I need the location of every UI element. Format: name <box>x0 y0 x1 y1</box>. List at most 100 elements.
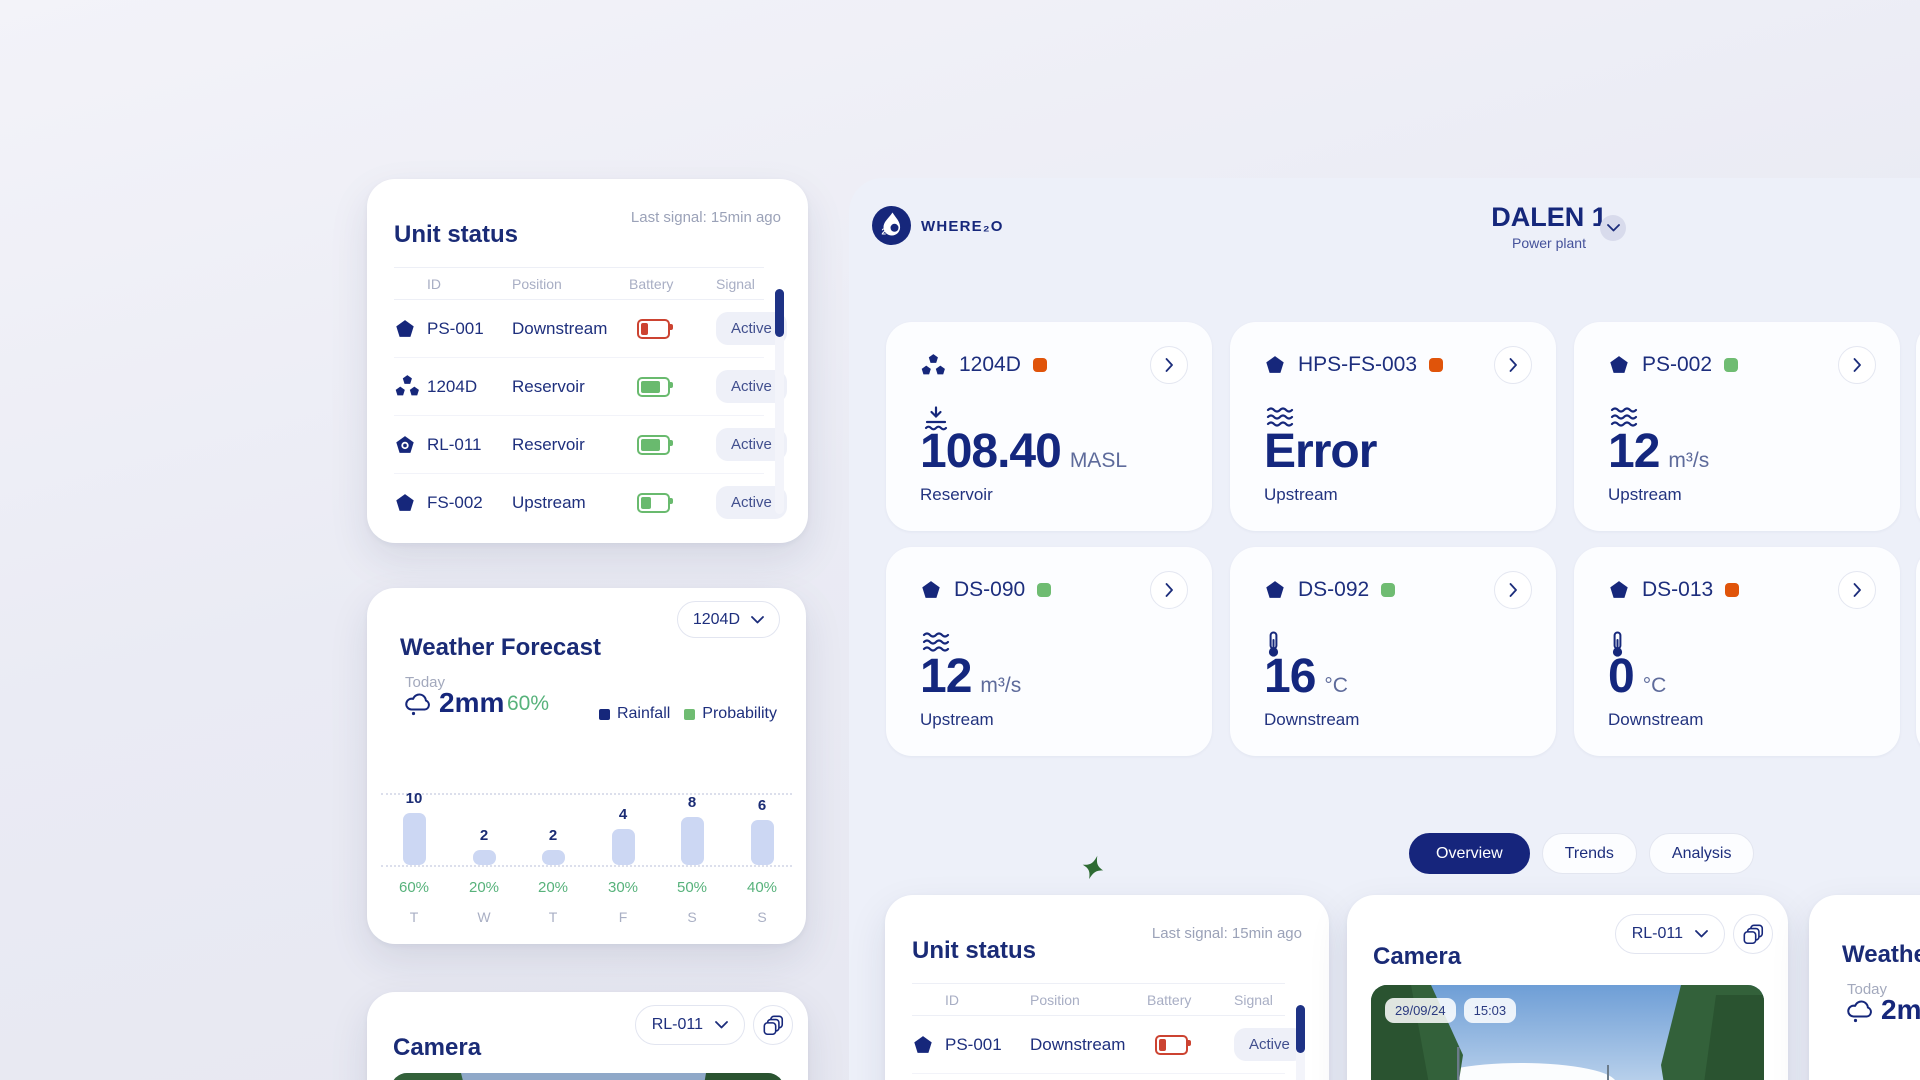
metric-location: Upstream <box>920 710 994 729</box>
chevron-down-icon <box>715 1021 728 1029</box>
cursor-star-icon <box>1076 854 1109 887</box>
metric-card[interactable]: DS-092 16 °C Downstream <box>1230 547 1556 756</box>
probability-label: 20% <box>468 879 500 896</box>
metric-card[interactable]: DS-090 12 m³/s Upstream <box>886 547 1212 756</box>
metric-unit: m³/s <box>1668 449 1710 472</box>
camera-feed-image <box>391 1073 784 1080</box>
metric-location: Reservoir <box>920 485 993 504</box>
metric-card <box>1916 322 1920 531</box>
scrollbar[interactable] <box>1296 1005 1305 1080</box>
table-row[interactable]: PS-001 Downstream Active <box>394 300 787 358</box>
metric-location: Downstream <box>1264 710 1360 729</box>
chevron-right-icon <box>1165 358 1174 372</box>
chevron-right-icon <box>1853 583 1862 597</box>
table-row[interactable]: RL-011 Reservoir Active <box>394 416 787 474</box>
rainfall-bar <box>680 817 704 865</box>
site-select-button[interactable] <box>1600 215 1626 241</box>
date-badge: 29/09/24 <box>1385 998 1456 1023</box>
metric-location: Upstream <box>1608 485 1682 504</box>
card-detail-button[interactable] <box>1838 571 1876 609</box>
card-detail-button[interactable] <box>1150 571 1188 609</box>
status-badge: Active <box>1234 1028 1305 1061</box>
day-label: W <box>477 909 491 925</box>
time-badge: 15:03 <box>1463 998 1517 1023</box>
metric-card[interactable]: DS-013 0 °C Downstream <box>1574 547 1900 756</box>
tab-analysis[interactable]: Analysis <box>1648 833 1755 874</box>
unit-id: DS-090 <box>954 578 1026 601</box>
pentagon-icon <box>1608 579 1630 601</box>
rainfall-value: 2mm <box>439 687 505 718</box>
view-tabs: Overview Trends Analysis <box>1409 833 1755 874</box>
thermometer-icon <box>1610 631 1625 658</box>
rainfall-bar <box>402 813 426 865</box>
cloud-rain-icon <box>403 691 432 717</box>
scrollbar[interactable] <box>775 289 784 514</box>
last-signal-text: Last signal: 15min ago <box>630 209 781 226</box>
metric-location: Upstream <box>1264 485 1338 504</box>
pentagon-cluster-icon <box>920 353 947 378</box>
camera-select-dropdown[interactable]: RL-011 <box>1614 914 1725 954</box>
status-indicator <box>1725 583 1740 597</box>
camera-select-dropdown[interactable]: RL-011 <box>634 1005 745 1045</box>
camera-feed-image: 29/09/24 15:03 <box>1371 985 1764 1080</box>
chart-legend: Rainfall Probability <box>598 705 777 723</box>
main-dashboard-panel: 2 WHERE₂O DALEN 1 Power plant 1204D 108.… <box>849 178 1920 1080</box>
table-row[interactable]: PS-001 Downstream Active <box>912 1016 1305 1074</box>
card-title: Weather Forecast <box>1842 940 1920 968</box>
scrollbar-thumb[interactable] <box>1296 1005 1305 1053</box>
layers-icon <box>763 1015 784 1036</box>
unit-status-card: Unit status Last signal: 15min ago ID Po… <box>885 895 1329 1080</box>
pentagon-cluster-icon <box>394 374 427 399</box>
probability-label: 40% <box>746 879 778 896</box>
station-select-dropdown[interactable]: 1204D <box>676 601 780 638</box>
unit-id: 1204D <box>959 353 1021 376</box>
card-detail-button[interactable] <box>1150 346 1188 384</box>
day-label: T <box>548 909 558 925</box>
metric-card[interactable]: PS-002 12 m³/s Upstream <box>1574 322 1900 531</box>
brand-name: WHERE₂O <box>921 218 1004 235</box>
rainfall-bar <box>611 829 635 865</box>
col-position: Position <box>512 275 562 292</box>
rainfall-bar <box>541 850 565 865</box>
pentagon-icon <box>1264 579 1286 601</box>
card-detail-button[interactable] <box>1494 571 1532 609</box>
scrollbar-thumb[interactable] <box>775 289 784 337</box>
metric-value: 12 <box>1608 425 1660 478</box>
camera-layers-button[interactable] <box>753 1005 793 1045</box>
metric-card[interactable]: HPS-FS-003 Error Upstream <box>1230 322 1556 531</box>
water-level-icon <box>922 406 950 433</box>
table-row[interactable]: FS-002 Upstream Active <box>394 474 787 531</box>
status-indicator <box>1429 358 1444 372</box>
probability-label: 60% <box>398 879 430 896</box>
unit-table: ID Position Battery Signal PS-001 Downstr… <box>394 267 787 531</box>
water-drop-icon: 2 <box>872 206 911 245</box>
metric-unit: m³/s <box>980 674 1022 697</box>
pentagon-icon <box>1608 354 1630 376</box>
chart-baseline <box>381 865 792 867</box>
card-title: Weather Forecast <box>400 633 601 661</box>
tab-overview[interactable]: Overview <box>1409 833 1530 874</box>
unit-table: ID Position Battery Signal PS-001 Downstr… <box>912 983 1305 1080</box>
bar-column: 2 <box>449 780 519 865</box>
card-detail-button[interactable] <box>1838 346 1876 384</box>
bar-column: 10 <box>379 780 449 865</box>
battery-icon <box>637 492 673 513</box>
metric-card[interactable]: 1204D 108.40 MASL Reservoir <box>886 322 1212 531</box>
camera-layers-button[interactable] <box>1733 914 1773 954</box>
tab-trends[interactable]: Trends <box>1541 833 1637 874</box>
unit-status-card: Unit status Last signal: 15min ago ID Po… <box>367 179 808 543</box>
battery-icon <box>637 434 673 455</box>
today-label: Today <box>1847 981 1888 998</box>
col-id: ID <box>945 991 959 1008</box>
status-indicator <box>1724 358 1739 372</box>
probability-value: 60% <box>507 692 550 715</box>
card-detail-button[interactable] <box>1494 346 1532 384</box>
col-position: Position <box>1030 991 1080 1008</box>
svg-text:2: 2 <box>882 228 887 237</box>
flow-waves-icon <box>1266 406 1294 428</box>
site-name: DALEN 1 <box>1491 202 1607 232</box>
battery-icon <box>637 376 673 397</box>
